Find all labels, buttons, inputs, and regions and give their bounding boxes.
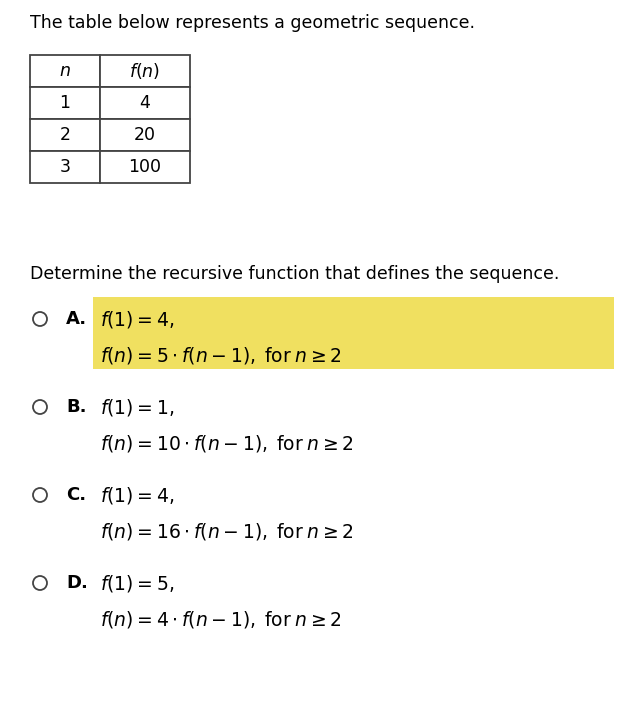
Text: A.: A. [66,310,87,328]
Text: $n$: $n$ [59,62,71,80]
Bar [100,151,190,183]
Text: 3: 3 [59,158,70,176]
Text: $f(1) = 4,$: $f(1) = 4,$ [100,485,174,505]
Bar [30,55,100,87]
Bar [30,87,100,119]
Circle shape [33,488,47,502]
Text: 4: 4 [139,94,151,112]
Text: $f(n) = 16 \cdot f(n-1),\; \mathrm{for}\; n \geq 2$: $f(n) = 16 \cdot f(n-1),\; \mathrm{for}\… [100,521,354,541]
Text: B.: B. [66,398,86,416]
Text: $f(n) = 4 \cdot f(n-1),\; \mathrm{for}\; n \geq 2$: $f(n) = 4 \cdot f(n-1),\; \mathrm{for}\;… [100,608,342,629]
Text: $f(1) = 4,$: $f(1) = 4,$ [100,308,174,330]
Text: 100: 100 [128,158,162,176]
Text: The table below represents a geometric sequence.: The table below represents a geometric s… [30,14,475,32]
Text: 1: 1 [59,94,70,112]
Text: $f(1) = 5,$: $f(1) = 5,$ [100,572,174,593]
Bar [100,55,190,87]
Text: $f(1) = 1,$: $f(1) = 1,$ [100,397,174,418]
Text: $f(n)$: $f(n)$ [130,61,160,81]
Text: 20: 20 [134,126,156,144]
Bar [93,297,614,369]
Bar [30,119,100,151]
Circle shape [33,400,47,414]
Bar [100,119,190,151]
Bar [100,87,190,119]
Circle shape [33,312,47,326]
Circle shape [33,576,47,590]
Text: Determine the recursive function that defines the sequence.: Determine the recursive function that de… [30,265,560,283]
Text: 2: 2 [59,126,70,144]
Text: D.: D. [66,574,88,592]
Bar [30,151,100,183]
Text: $f(n) = 5 \cdot f(n-1),\; \mathrm{for}\; n \geq 2$: $f(n) = 5 \cdot f(n-1),\; \mathrm{for}\;… [100,344,342,366]
Text: $f(n) = 10 \cdot f(n-1),\; \mathrm{for}\; n \geq 2$: $f(n) = 10 \cdot f(n-1),\; \mathrm{for}\… [100,433,354,454]
Text: C.: C. [66,486,86,504]
